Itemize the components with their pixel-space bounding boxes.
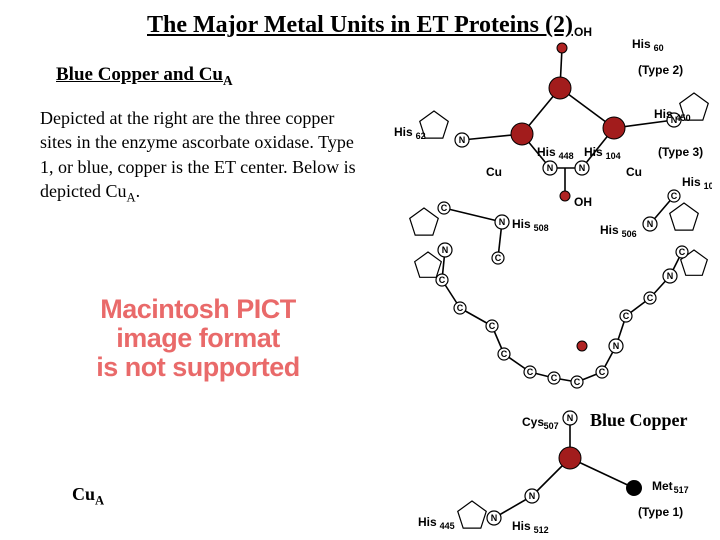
svg-text:106: 106 — [704, 181, 712, 191]
svg-text:N: N — [459, 135, 466, 145]
svg-text:(Type 3): (Type 3) — [658, 145, 703, 159]
svg-text:N: N — [547, 163, 554, 173]
paragraph-pre: Depicted at the right are the three copp… — [40, 108, 356, 201]
svg-text:C: C — [457, 303, 464, 313]
svg-text:Cu: Cu — [626, 165, 642, 179]
svg-text:C: C — [501, 349, 508, 359]
svg-text:C: C — [599, 367, 606, 377]
svg-text:His: His — [512, 519, 531, 533]
svg-text:(Type 1): (Type 1) — [638, 505, 683, 519]
svg-text:N: N — [613, 341, 620, 351]
svg-text:Cys: Cys — [522, 415, 544, 429]
svg-text:517: 517 — [674, 485, 689, 495]
svg-text:450: 450 — [676, 113, 691, 123]
svg-text:508: 508 — [534, 223, 549, 233]
svg-text:His: His — [512, 217, 531, 231]
svg-text:N: N — [499, 217, 506, 227]
svg-text:C: C — [495, 253, 502, 263]
svg-text:C: C — [441, 203, 448, 213]
svg-text:C: C — [671, 191, 678, 201]
svg-text:Met: Met — [652, 479, 673, 493]
svg-text:445: 445 — [440, 521, 455, 531]
subtitle-subscript: A — [223, 73, 233, 88]
cua-prefix: Cu — [72, 484, 95, 504]
svg-text:512: 512 — [534, 525, 549, 535]
svg-text:C: C — [527, 367, 534, 377]
svg-text:506: 506 — [622, 229, 637, 239]
cua-caption: CuA — [72, 484, 104, 509]
svg-text:His: His — [537, 145, 556, 159]
svg-text:N: N — [529, 491, 536, 501]
svg-text:60: 60 — [654, 43, 664, 53]
svg-text:62: 62 — [416, 131, 426, 141]
cua-sub: A — [95, 494, 104, 508]
body-paragraph: Depicted at the right are the three copp… — [40, 106, 370, 206]
copper-sites-diagram: NNNNNCCNCNCCCCCCCCNCCNCNNN OHHis60(Type … — [382, 18, 712, 538]
svg-text:448: 448 — [559, 151, 574, 161]
svg-text:C: C — [551, 373, 558, 383]
subtitle-prefix: Blue Copper and Cu — [56, 64, 223, 85]
svg-text:N: N — [491, 513, 498, 523]
svg-text:507: 507 — [544, 421, 559, 431]
svg-text:N: N — [442, 245, 449, 255]
pict-error-placeholder: Macintosh PICT image format is not suppo… — [28, 295, 368, 382]
svg-text:His: His — [418, 515, 437, 529]
svg-text:N: N — [579, 163, 586, 173]
pict-error-line2: image format — [28, 324, 368, 353]
svg-text:N: N — [567, 413, 574, 423]
svg-text:N: N — [647, 219, 654, 229]
pict-error-line3: is not supported — [28, 353, 368, 382]
paragraph-sub: A — [126, 190, 135, 204]
paragraph-post: . — [136, 181, 141, 201]
section-subtitle: Blue Copper and CuA — [56, 64, 233, 89]
svg-text:N: N — [667, 271, 674, 281]
svg-text:His: His — [600, 223, 619, 237]
svg-text:His: His — [682, 175, 701, 189]
svg-text:His: His — [394, 125, 413, 139]
svg-text:OH: OH — [574, 25, 592, 39]
svg-text:His: His — [632, 37, 651, 51]
svg-text:Cu: Cu — [486, 165, 502, 179]
svg-text:(Type 2): (Type 2) — [638, 63, 683, 77]
svg-text:C: C — [489, 321, 496, 331]
svg-text:C: C — [623, 311, 630, 321]
svg-text:C: C — [439, 275, 446, 285]
svg-text:His: His — [654, 107, 673, 121]
svg-text:104: 104 — [606, 151, 621, 161]
svg-text:His: His — [584, 145, 603, 159]
svg-text:OH: OH — [574, 195, 592, 209]
svg-text:C: C — [647, 293, 654, 303]
svg-text:C: C — [574, 377, 581, 387]
svg-text:C: C — [679, 247, 686, 257]
pict-error-line1: Macintosh PICT — [28, 295, 368, 324]
